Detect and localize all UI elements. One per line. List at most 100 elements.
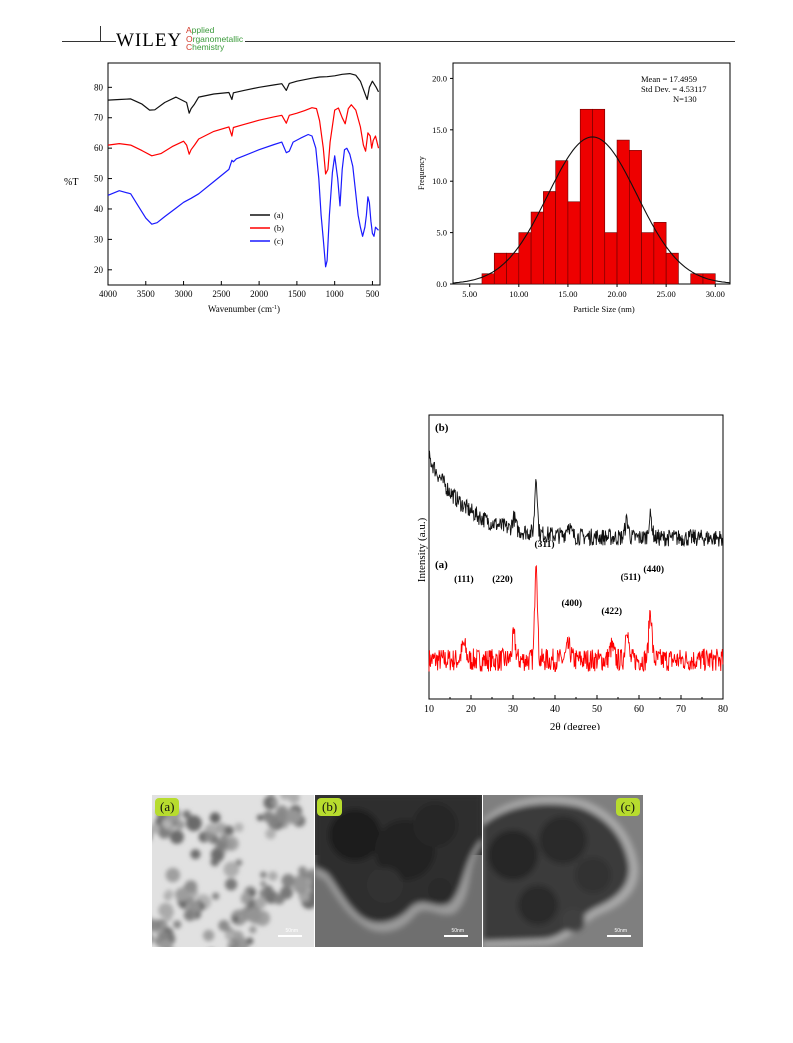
- hist-ytick-label: 0.0: [436, 279, 447, 289]
- ftir-ytick-label: 80: [94, 82, 104, 92]
- histogram-bar: [690, 273, 704, 285]
- hist-xtick-label: 5.00: [462, 289, 477, 299]
- ftir-series-line: [107, 73, 380, 114]
- xrd-peak-label: (400): [562, 598, 583, 609]
- tem-particle: [232, 915, 239, 923]
- histogram-bar: [555, 160, 569, 285]
- hist-ticks: 5.00 10.00 15.00 20.00 25.00 30.00 0.0 5.0 10.0 1…: [432, 73, 725, 299]
- histogram-bar: [629, 150, 642, 285]
- tem-image-a: [152, 795, 314, 947]
- tem-particle: [169, 830, 184, 844]
- tem-particle: [219, 834, 228, 843]
- tem-particle: [260, 880, 267, 887]
- xrd-peak-label: (511): [621, 572, 641, 583]
- xrd-series-line: [428, 564, 724, 673]
- ftir-xtick-label: 4000: [99, 289, 118, 299]
- tem-particle: [152, 823, 161, 834]
- tem-particle: [223, 825, 234, 836]
- journal-cap-3: C: [186, 42, 193, 52]
- tem-particle: [182, 810, 191, 819]
- hist-ytick-label: 20.0: [432, 73, 447, 83]
- xrd-peak-label: (220): [492, 574, 513, 585]
- ftir-ytick-label: 20: [94, 265, 104, 275]
- tem-particle: [160, 939, 173, 947]
- hist-xlabel: Particle Size (nm): [573, 304, 635, 314]
- hist-ylabel: Frequency: [417, 156, 426, 190]
- histogram-bar: [665, 252, 679, 285]
- ftir-ylabel: %T: [64, 177, 78, 188]
- tem-particle: [265, 828, 276, 840]
- tem-particle: [174, 819, 185, 830]
- tem-particle: [279, 886, 293, 900]
- tem-particle: [204, 831, 214, 842]
- ftir-series-line: [107, 133, 379, 268]
- tem-particle: [279, 795, 291, 801]
- xrd-lines: [428, 450, 724, 673]
- tem-particle: [188, 900, 201, 913]
- ftir-xtick-label: 500: [366, 289, 380, 299]
- hist-stat-n: N=130: [673, 94, 697, 104]
- tem-scale-bar-a: [278, 935, 302, 937]
- xrd-annotations: (b) (a) (111) (220) (311) (400) (422) (511)(440…: [435, 422, 664, 617]
- histogram-bar: [641, 232, 655, 285]
- xrd-peak-label: (440): [643, 564, 664, 575]
- tem-particle: [268, 871, 278, 881]
- hist-xtick-label: 10.00: [509, 289, 528, 299]
- tem-particle: [263, 885, 273, 895]
- hist-ytick-label: 15.0: [432, 125, 447, 135]
- xrd-peak-label: (311): [534, 539, 554, 550]
- tem-particle: [246, 907, 262, 923]
- tem-particle: [288, 795, 300, 804]
- publisher-logo: WILEY: [116, 30, 185, 51]
- ftir-series-line: [107, 104, 380, 175]
- hist-xtick-label: 15.00: [558, 289, 577, 299]
- tem-scale-text-a: 50nm: [285, 928, 298, 934]
- xrd-xtick-label: 20: [466, 704, 476, 715]
- tem-particle: [271, 798, 279, 807]
- ftir-legend-label: (c): [274, 236, 284, 246]
- tem-particle: [152, 921, 153, 929]
- histogram-bar: [579, 108, 593, 285]
- tem-particle: [246, 937, 254, 945]
- histogram-bar: [592, 108, 606, 285]
- ftir-ytick-label: 40: [94, 204, 104, 214]
- tem-particle: [249, 926, 257, 934]
- ftir-xlabel: Wavenumber (cm-1): [208, 304, 280, 314]
- tem-label-b: (b): [317, 798, 343, 816]
- ftir-lines: [107, 73, 380, 268]
- tem-particle: [223, 861, 240, 878]
- tem-particle: [210, 847, 224, 862]
- ftir-ytick-label: 70: [94, 113, 104, 123]
- ftir-xtick-label: 2500: [212, 289, 231, 299]
- normal-fit-curve: [452, 136, 731, 284]
- ftir-ticks: 4000 3500 3000 2500 2000 1500 1000 500 20 30 40 50 6…: [94, 82, 380, 299]
- xrd-xtick-label: 40: [550, 704, 560, 715]
- tem-particle: [183, 909, 195, 921]
- hist-xtick-label: 20.00: [607, 289, 626, 299]
- tem-particle: [165, 867, 181, 883]
- xrd-peak-label: (111): [454, 574, 474, 585]
- tem-particle: [218, 920, 230, 932]
- tem-particle: [294, 877, 309, 892]
- journal-logo: Applied Organometallic Chemistry: [184, 25, 246, 52]
- hist-ytick-label: 10.0: [432, 176, 447, 186]
- ftir-legend-label: (a): [274, 210, 284, 220]
- tem-panel-b: (b) 50nm: [315, 795, 482, 947]
- xrd-series-label-a: (a): [435, 559, 448, 571]
- tem-label-c: (c): [615, 798, 640, 816]
- ftir-ytick-label: 60: [94, 143, 104, 153]
- histogram-bar: [567, 201, 581, 285]
- tem-particle: [228, 940, 234, 947]
- journal-cap-1: A: [186, 25, 192, 35]
- xrd-xtick-label: 30: [508, 704, 518, 715]
- histogram-bar: [604, 232, 618, 285]
- tem-particle: [202, 929, 215, 942]
- tem-particle: [216, 839, 228, 851]
- xrd-series-label-b: (b): [435, 422, 449, 434]
- hist-xtick-label: 25.00: [657, 289, 676, 299]
- xrd-chart: 10 20 30 40 50 60 70 80 (b) (a) (111) (220) (311) (4…: [416, 414, 728, 730]
- tem-particle: [163, 819, 173, 830]
- ftir-frame: [107, 62, 381, 286]
- tem-particle: [190, 849, 201, 860]
- tem-particle: [260, 871, 267, 879]
